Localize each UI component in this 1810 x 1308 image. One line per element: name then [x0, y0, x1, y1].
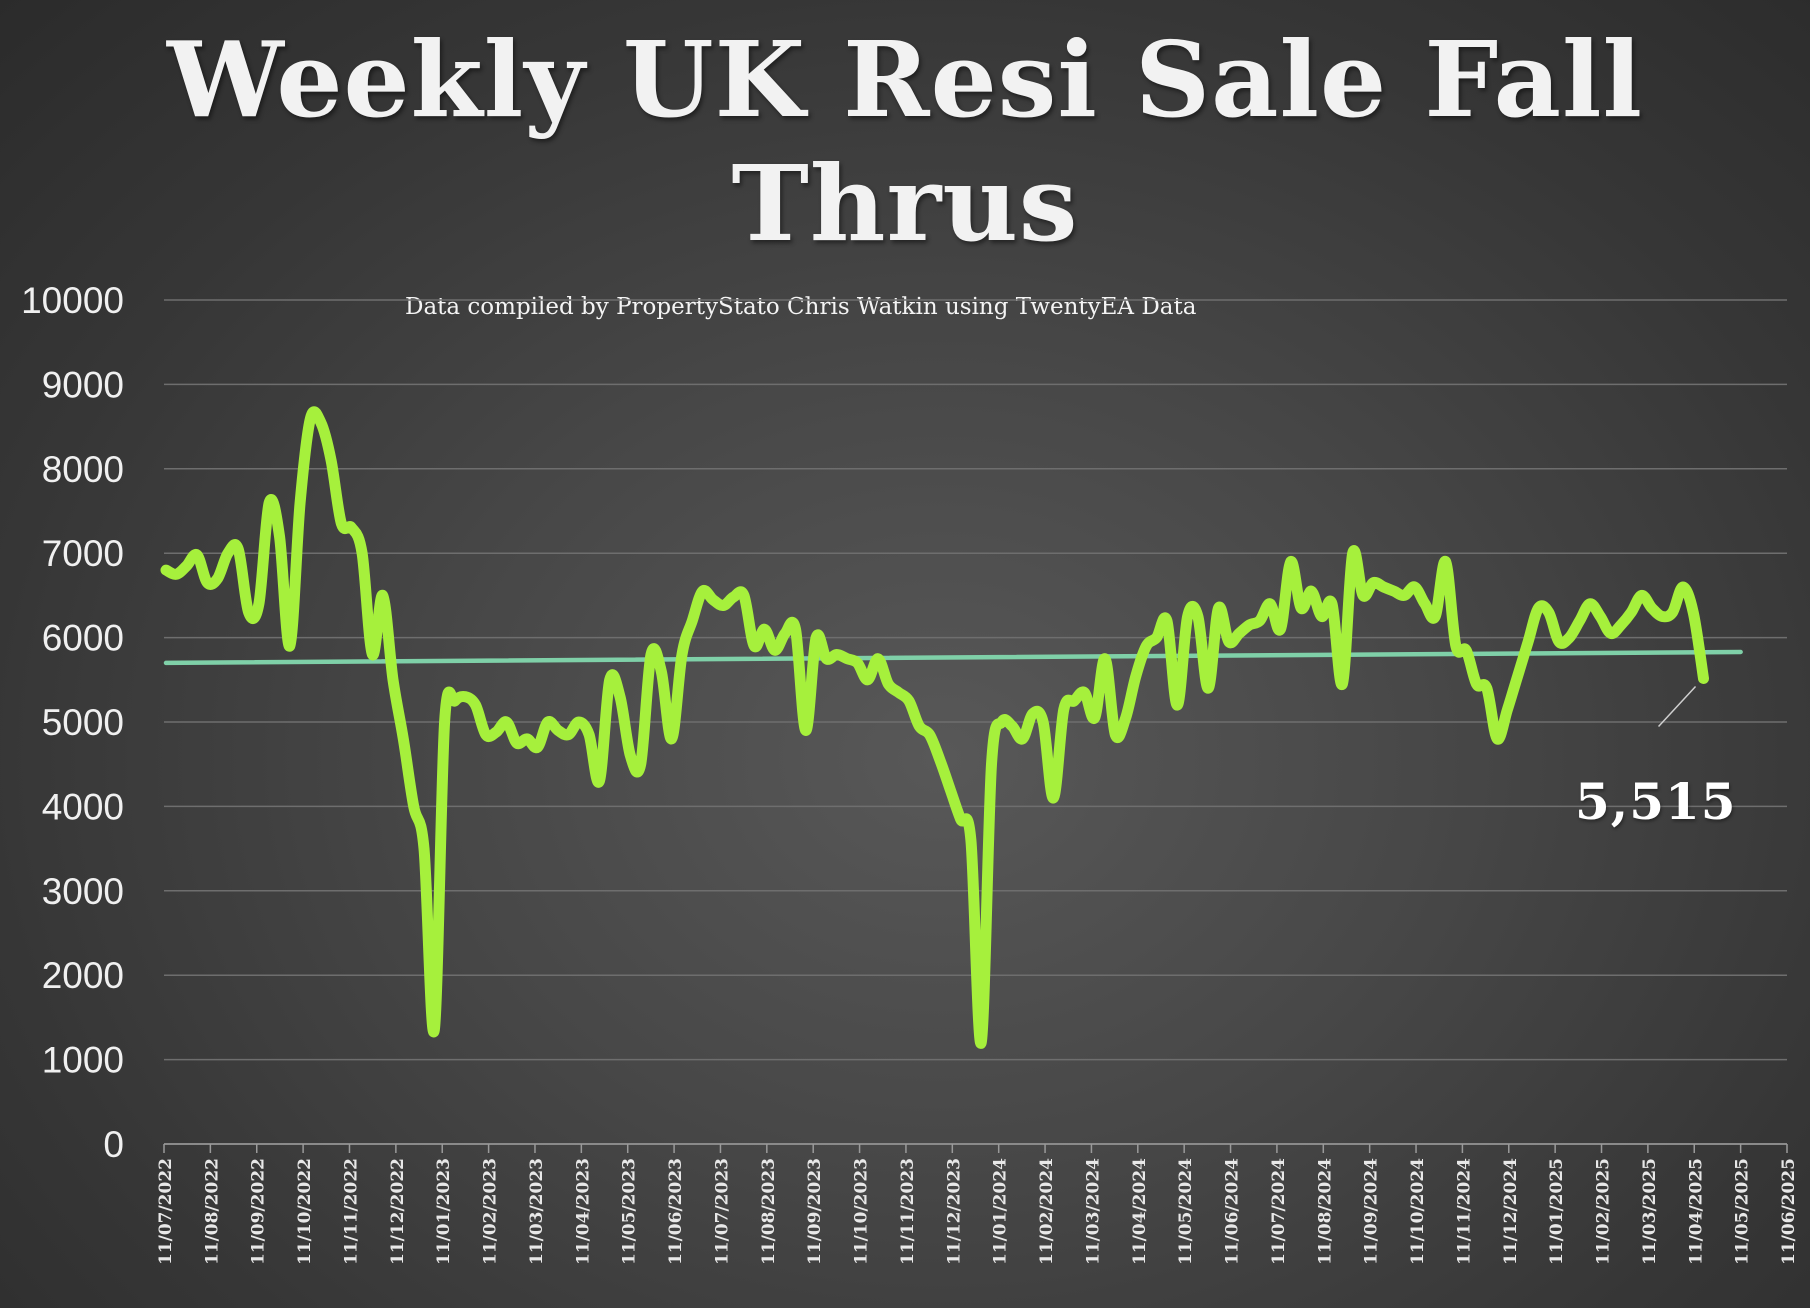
chart-subtitle: Data compiled by PropertyStato Chris Wat…: [405, 294, 1197, 320]
x-tick-label: 11/01/2023: [434, 1158, 454, 1265]
x-tick-label: 11/04/2024: [1130, 1158, 1150, 1265]
y-tick-label: 9000: [42, 364, 124, 405]
x-tick-label: 11/11/2023: [898, 1158, 918, 1265]
y-tick-label: 8000: [42, 449, 124, 490]
series-line-weekly: [160, 406, 1709, 1049]
x-tick-label: 11/06/2025: [1779, 1158, 1799, 1265]
x-tick-label: 11/08/2022: [202, 1158, 222, 1265]
x-tick-label: 11/02/2023: [481, 1158, 501, 1265]
x-tick-label: 11/04/2023: [573, 1158, 593, 1265]
y-tick-label: 1000: [42, 1040, 124, 1081]
y-tick-label: 3000: [42, 871, 124, 912]
last-value-label: 5,515: [1575, 772, 1737, 831]
x-tick-label: 11/03/2023: [527, 1158, 547, 1265]
x-tick-label: 11/05/2024: [1176, 1158, 1196, 1265]
y-tick-label: 10000: [21, 280, 124, 321]
x-tick-label: 11/10/2023: [852, 1158, 872, 1265]
x-tick-label: 11/06/2024: [1223, 1158, 1243, 1265]
x-tick-label: 11/02/2024: [1037, 1158, 1057, 1265]
y-tick-label: 2000: [42, 955, 124, 996]
y-tick-label: 4000: [42, 786, 124, 827]
x-tick-label: 11/07/2023: [712, 1158, 732, 1265]
x-tick-label: 11/09/2022: [249, 1158, 269, 1265]
x-tick-label: 11/05/2023: [620, 1158, 640, 1265]
x-tick-label: 11/06/2023: [666, 1158, 686, 1265]
chart-title-line-1: Weekly UK Resi Sale Fall: [167, 18, 1643, 141]
x-tick-label: 11/02/2025: [1594, 1158, 1614, 1265]
x-tick-label: 11/08/2024: [1315, 1158, 1335, 1265]
y-tick-label: 5000: [42, 702, 124, 743]
x-tick-label: 11/12/2022: [388, 1158, 408, 1265]
x-tick-label: 11/09/2023: [805, 1158, 825, 1265]
x-tick-label: 11/03/2025: [1640, 1158, 1660, 1265]
x-tick-label: 11/07/2022: [156, 1158, 176, 1265]
x-tick-label: 11/01/2025: [1547, 1158, 1567, 1265]
y-tick-label: 7000: [42, 533, 124, 574]
y-tick-label: 6000: [42, 618, 124, 659]
x-tick-label: 11/03/2024: [1083, 1158, 1103, 1265]
x-tick-label: 11/11/2022: [341, 1158, 361, 1265]
trend-line: [163, 649, 1743, 666]
x-tick-label: 11/07/2024: [1269, 1158, 1289, 1265]
x-tick-label: 11/05/2025: [1733, 1158, 1753, 1265]
x-tick-label: 11/09/2024: [1362, 1158, 1382, 1265]
chart-title: Weekly UK Resi Sale Fall Thrus: [0, 18, 1810, 266]
y-tick-label: 0: [103, 1124, 124, 1165]
x-tick-label: 11/12/2024: [1501, 1158, 1521, 1265]
x-tick-label: 11/11/2024: [1454, 1158, 1474, 1265]
chart-title-line-2: Thrus: [731, 142, 1079, 265]
x-tick-label: 11/10/2022: [295, 1158, 315, 1265]
x-tick-label: 11/12/2023: [944, 1158, 964, 1265]
x-tick-label: 11/01/2024: [991, 1158, 1011, 1265]
last-value-leader-line: [1657, 686, 1697, 728]
x-tick-label: 11/10/2024: [1408, 1158, 1428, 1265]
x-tick-label: 11/04/2025: [1686, 1158, 1706, 1265]
x-tick-label: 11/08/2023: [759, 1158, 779, 1265]
